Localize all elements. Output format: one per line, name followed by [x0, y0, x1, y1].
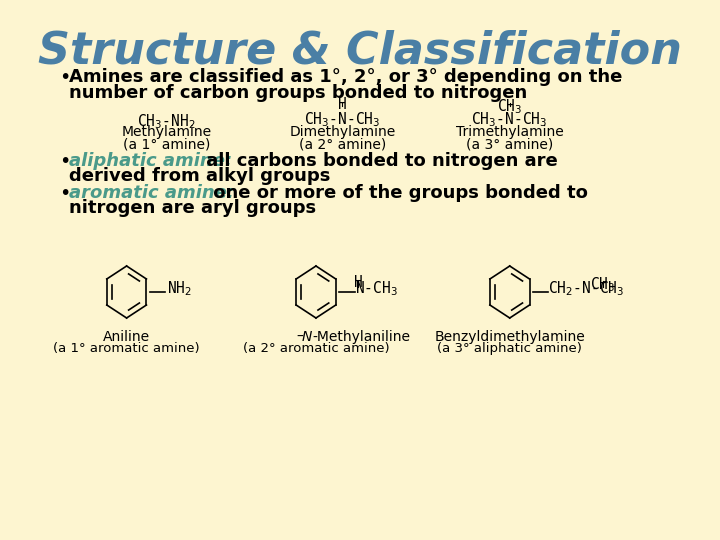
- Text: CH$_3$-N-CH$_3$: CH$_3$-N-CH$_3$: [472, 110, 548, 129]
- Text: Methylamine: Methylamine: [121, 125, 211, 139]
- Text: aromatic amine:: aromatic amine:: [69, 184, 235, 202]
- Text: (a 2° amine): (a 2° amine): [299, 137, 386, 151]
- Text: N: N: [302, 330, 312, 344]
- Text: Dimethylamine: Dimethylamine: [289, 125, 395, 139]
- Text: -Methylaniline: -Methylaniline: [312, 330, 410, 344]
- Text: (a 2° aromatic amine): (a 2° aromatic amine): [243, 342, 390, 355]
- Text: CH$_3$: CH$_3$: [497, 97, 523, 116]
- Text: (a 1° aromatic amine): (a 1° aromatic amine): [53, 342, 200, 355]
- Text: –: –: [297, 330, 303, 344]
- Text: NH$_2$: NH$_2$: [167, 280, 192, 298]
- Text: H: H: [338, 97, 347, 112]
- Text: aliphatic amine:: aliphatic amine:: [69, 152, 233, 170]
- Text: (a 1° amine): (a 1° amine): [122, 137, 210, 151]
- Text: •: •: [59, 152, 70, 171]
- Text: one or more of the groups bonded to: one or more of the groups bonded to: [207, 184, 588, 202]
- Text: CH$_3$-N-CH$_3$: CH$_3$-N-CH$_3$: [304, 110, 381, 129]
- Text: Aniline: Aniline: [103, 330, 150, 344]
- Text: Benzyldimethylamine: Benzyldimethylamine: [434, 330, 585, 344]
- Text: (a 3° amine): (a 3° amine): [466, 137, 554, 151]
- Text: (a 3° aliphatic amine): (a 3° aliphatic amine): [437, 342, 582, 355]
- Text: •: •: [59, 184, 70, 203]
- Text: Trimethylamine: Trimethylamine: [456, 125, 564, 139]
- Text: CH$_2$-N-CH$_3$: CH$_2$-N-CH$_3$: [549, 280, 625, 298]
- Text: nitrogen are aryl groups: nitrogen are aryl groups: [69, 199, 317, 217]
- Text: all carbons bonded to nitrogen are: all carbons bonded to nitrogen are: [199, 152, 557, 170]
- Text: Amines are classified as 1°, 2°, or 3° depending on the: Amines are classified as 1°, 2°, or 3° d…: [69, 68, 623, 86]
- Text: H: H: [354, 275, 363, 290]
- Text: number of carbon groups bonded to nitrogen: number of carbon groups bonded to nitrog…: [69, 84, 528, 102]
- Text: •: •: [59, 68, 70, 87]
- Text: N-CH$_3$: N-CH$_3$: [355, 280, 397, 298]
- Text: CH$_3$-NH$_2$: CH$_3$-NH$_2$: [137, 112, 196, 131]
- Text: Structure & Classification: Structure & Classification: [38, 30, 682, 73]
- Text: CH$_3$: CH$_3$: [590, 275, 616, 294]
- Text: derived from alkyl groups: derived from alkyl groups: [69, 167, 330, 185]
